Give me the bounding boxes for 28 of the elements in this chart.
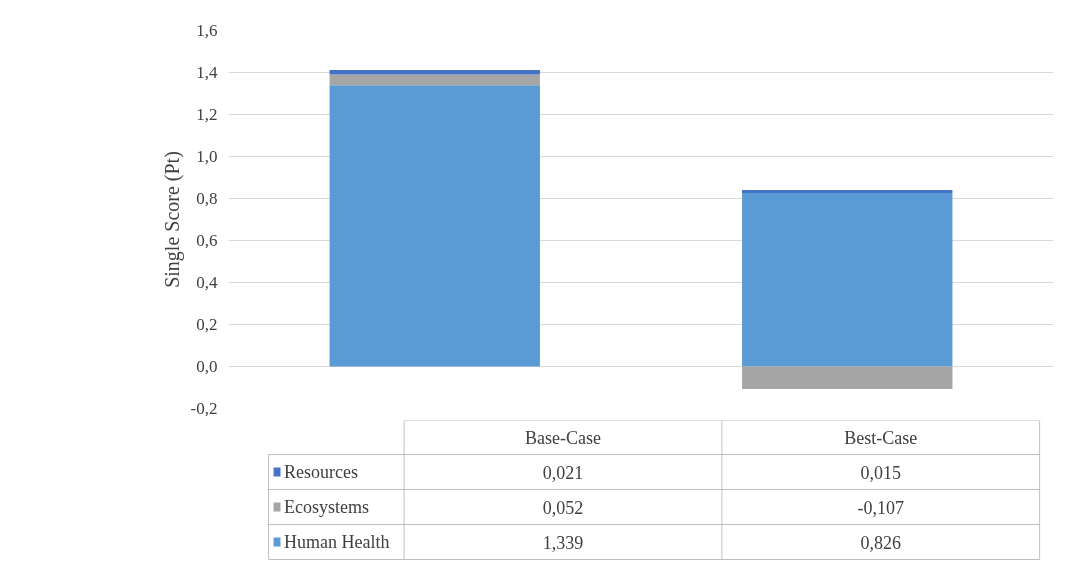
y-tick-label: 0,2 <box>196 315 218 334</box>
legend-label: Ecosystems <box>283 497 369 517</box>
data-label: 0,826 <box>860 532 902 553</box>
y-tick-label: 1,4 <box>196 63 218 82</box>
y-tick-label: 1,2 <box>196 105 218 124</box>
bar <box>329 85 540 367</box>
x-tick-label: Base-Case <box>525 427 601 448</box>
bar <box>329 74 540 86</box>
y-tick-label: -0,2 <box>190 399 218 418</box>
legend-label: Resources <box>283 462 358 482</box>
y-tick-label: 1,0 <box>196 147 218 166</box>
bar <box>742 366 953 389</box>
data-label: 1,339 <box>542 532 584 553</box>
y-tick-label: 0,4 <box>196 273 218 292</box>
legend-label: Human Health <box>283 532 390 552</box>
data-label: 0,015 <box>860 462 902 483</box>
bar <box>742 193 953 367</box>
bar <box>742 189 953 194</box>
y-tick-label: 0,6 <box>196 231 218 250</box>
y-tick-label: 0,0 <box>196 357 218 376</box>
y-tick-label: 1,6 <box>196 21 218 40</box>
x-tick-label: Best-Case <box>844 427 918 448</box>
data-label: -0,107 <box>857 497 905 518</box>
y-axis-title: Single Score (Pt) <box>160 151 184 288</box>
data-label: 0,052 <box>542 497 584 518</box>
data-label: 0,021 <box>542 462 584 483</box>
bar <box>329 69 540 75</box>
y-tick-label: 0,8 <box>196 189 218 208</box>
